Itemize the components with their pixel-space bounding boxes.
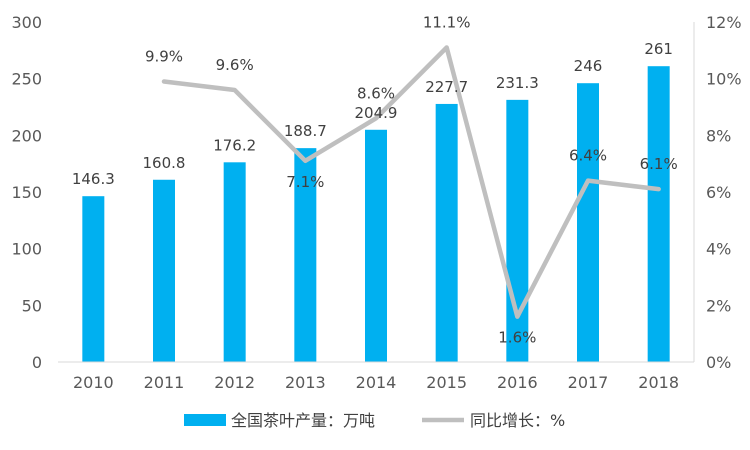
growth-line — [161, 45, 661, 319]
line-value-label: 11.1% — [423, 14, 471, 32]
x-tick-label: 2016 — [497, 373, 538, 392]
right-tick-label: 6% — [706, 183, 731, 202]
bar — [365, 129, 387, 362]
right-tick-label: 2% — [706, 296, 731, 315]
left-tick-label: 100 — [11, 240, 42, 259]
bar — [435, 103, 458, 362]
line-value-label: 6.4% — [569, 147, 607, 165]
right-tick-label: 12% — [706, 13, 742, 32]
legend-bar-swatch — [184, 414, 226, 426]
right-tick-label: 8% — [706, 126, 731, 145]
x-tick-label: 2010 — [73, 373, 114, 392]
line-value-label: 6.1% — [640, 155, 678, 173]
bar — [82, 196, 105, 362]
x-tick-label: 2013 — [285, 373, 326, 392]
line-value-label: 1.6% — [498, 329, 536, 347]
x-tick-label: 2018 — [638, 373, 679, 392]
right-tick-label: 0% — [706, 353, 731, 372]
left-tick-label: 50 — [22, 296, 42, 315]
bar — [647, 66, 670, 362]
right-axis-ticks: 0% 2% 4% 6% 8% 10% 12% — [706, 13, 742, 372]
x-tick-label: 2017 — [568, 373, 609, 392]
bar — [294, 148, 317, 362]
x-tick-label: 2014 — [356, 373, 397, 392]
bar-value-label: 160.8 — [143, 154, 186, 172]
bar-value-label: 261 — [644, 40, 673, 58]
bar-value-label: 176.2 — [213, 136, 256, 154]
line-series — [161, 45, 661, 319]
bar-value-label: 246 — [574, 57, 603, 75]
bar-value-label: 231.3 — [496, 74, 539, 92]
legend-bar-label: 全国茶叶产量：万吨 — [231, 411, 375, 430]
line-value-label: 7.1% — [286, 173, 324, 191]
right-tick-label: 4% — [706, 240, 731, 259]
bar-value-label: 188.7 — [284, 122, 327, 140]
line-value-label: 9.6% — [216, 56, 254, 74]
legend: 全国茶叶产量：万吨 同比增长：% — [184, 411, 565, 430]
bar — [153, 179, 175, 362]
legend-line-label: 同比增长：% — [470, 411, 565, 430]
line-value-label: 9.9% — [145, 48, 183, 66]
x-axis-ticks: 2010 2011 2012 2013 2014 2015 2016 2017 2018 — [73, 373, 679, 392]
bar-value-label: 227.7 — [425, 78, 468, 96]
x-tick-label: 2012 — [214, 373, 255, 392]
bar-value-label: 146.3 — [72, 170, 115, 188]
left-axis-ticks: 0 50 100 150 200 250 300 — [11, 13, 42, 372]
line-value-label: 8.6% — [357, 84, 395, 102]
left-tick-label: 250 — [11, 70, 42, 89]
x-tick-label: 2011 — [144, 373, 185, 392]
bar — [223, 162, 246, 362]
bar — [577, 83, 599, 362]
bar-data-labels: 146.3 160.8 176.2 188.7 204.9 227.7 231.3 246 26… — [72, 40, 673, 188]
line-data-labels: 9.9% 9.6% 7.1% 8.6% 11.1% 1.6% 6.4% 6.1% — [145, 14, 678, 347]
bar-value-label: 204.9 — [355, 104, 398, 122]
left-tick-label: 0 — [32, 353, 42, 372]
x-tick-label: 2015 — [426, 373, 467, 392]
left-tick-label: 200 — [11, 126, 42, 145]
left-tick-label: 300 — [11, 13, 42, 32]
right-tick-label: 10% — [706, 70, 742, 89]
bar — [506, 99, 529, 363]
left-tick-label: 150 — [11, 183, 42, 202]
